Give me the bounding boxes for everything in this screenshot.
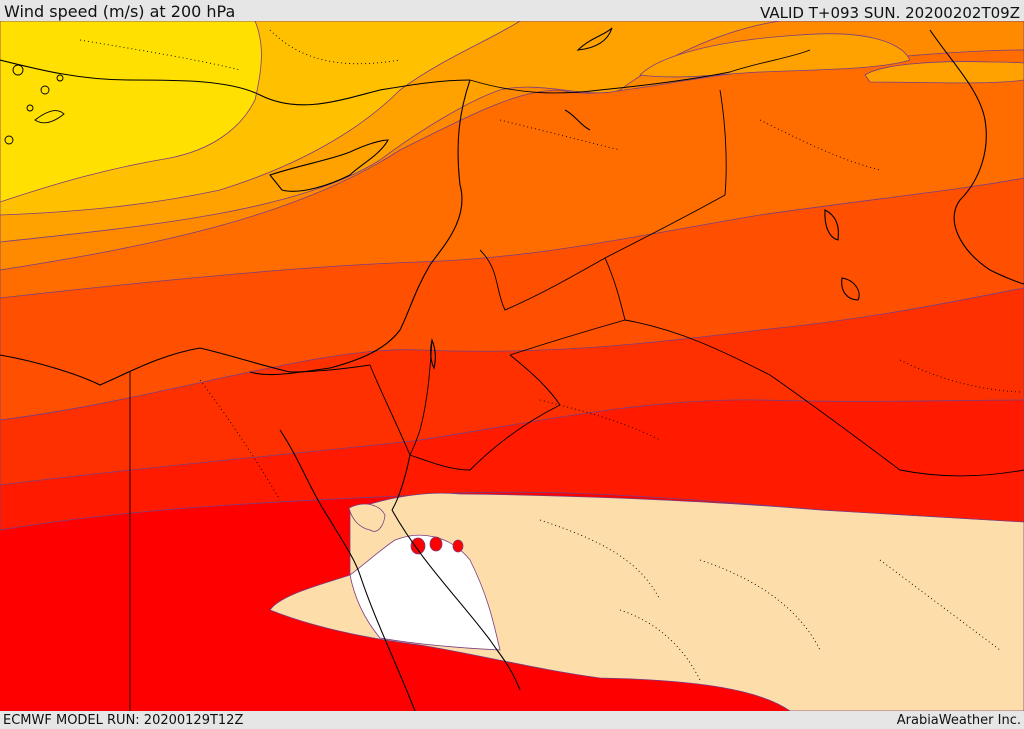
lake-tharthar <box>824 209 839 241</box>
model-run-label: ECMWF MODEL RUN: 20200129T12Z <box>3 713 244 728</box>
lake-van <box>576 27 613 51</box>
jordan-israel-border <box>409 339 433 456</box>
dead-sea <box>430 338 436 370</box>
province-lines <box>79 29 1021 681</box>
jordan-saudi-border <box>509 319 626 356</box>
red-sea-west-coast <box>359 574 416 711</box>
coastlines <box>0 27 1024 711</box>
light-orange-patch-ne <box>639 33 911 78</box>
red-spot <box>410 537 426 555</box>
header-bar: Wind speed (m/s) at 200 hPa VALID T+093 … <box>0 0 1024 22</box>
lake-razazah <box>841 277 860 301</box>
north-africa-coast <box>0 347 371 386</box>
wind-speed-map-svg <box>0 21 1024 711</box>
syria-jordan-border <box>479 249 606 311</box>
weather-map[interactable] <box>0 21 1024 711</box>
syria-turkey-border <box>469 49 811 94</box>
red-sea-east-coast <box>391 509 521 691</box>
red-spot <box>452 539 464 553</box>
jordan-iraq-border <box>604 257 626 321</box>
gulf-of-suez <box>279 429 361 576</box>
borders <box>129 49 1024 711</box>
credit-label: ArabiaWeather Inc. <box>896 713 1021 728</box>
levant-coast <box>249 79 471 376</box>
persian-gulf-coast <box>929 29 1024 285</box>
turkey-coast <box>0 59 471 106</box>
red-spot <box>429 536 443 552</box>
syria-iraq-border <box>604 89 727 259</box>
calm-core <box>349 534 501 651</box>
saudi-jordan-south <box>409 354 561 471</box>
lake-ataturk <box>564 109 591 131</box>
iraq-saudi-border <box>624 319 1024 477</box>
calm-lobe-west <box>348 503 386 532</box>
band-lowest <box>0 21 262 203</box>
footer-bar: ECMWF MODEL RUN: 20200129T12Z ArabiaWeat… <box>0 711 1024 729</box>
egypt-israel-border <box>369 364 411 456</box>
valid-time-label: VALID T+093 SUN. 20200202T09Z <box>760 4 1020 22</box>
aegean-islands <box>4 64 65 145</box>
gulf-of-aqaba <box>391 454 411 511</box>
map-title: Wind speed (m/s) at 200 hPa <box>4 2 236 21</box>
light-orange-patch-east <box>864 61 1024 84</box>
cyprus-outline <box>269 139 389 192</box>
